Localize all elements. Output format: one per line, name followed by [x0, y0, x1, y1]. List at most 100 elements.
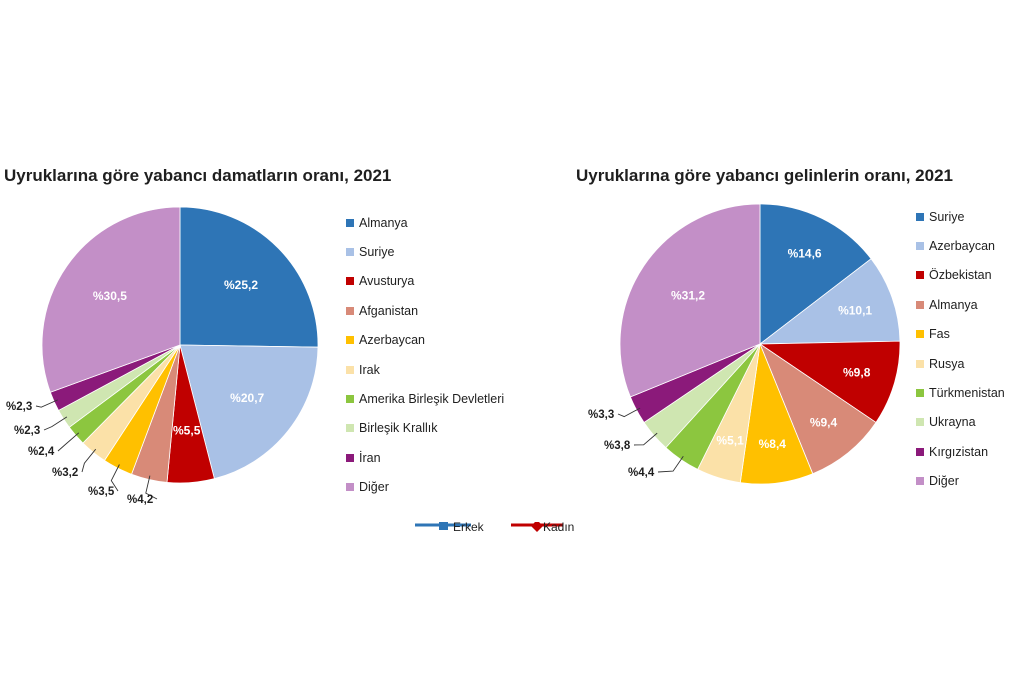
legend-label: Birleşik Krallık	[359, 421, 438, 436]
legend-item-turkmenistan: Türkmenistan	[916, 378, 1005, 407]
legend-label: Fas	[929, 327, 950, 342]
legend-label: İran	[359, 450, 381, 465]
legend-label: Azerbaycan	[359, 333, 426, 348]
pie-slice-almanya	[179, 206, 319, 348]
data-label-turkmenistan: %4,4	[628, 467, 655, 479]
data-label-avusturya: %5,5	[173, 423, 201, 437]
series-label-kadin: Kadın	[543, 522, 574, 534]
data-label-suriye: %14,6	[788, 247, 822, 261]
data-label-azerbaycan: %3,5	[88, 486, 115, 498]
leader-line-birlesik-krallik	[43, 416, 68, 431]
data-label-i-ran: %2,3	[6, 401, 32, 413]
legend-item-avusturya: Avusturya	[346, 267, 504, 296]
legend-swatch	[916, 447, 924, 456]
series-label-erkek: Erkek	[453, 522, 485, 534]
pie-chart-brides: %14,6 %10,1 %9,8 %9,4 %8,4 %5,1 %4,4 %3,8 %3,3 %3…	[588, 203, 901, 485]
leader-line-ukrayna	[633, 432, 658, 446]
legend-item-ozbekistan: Özbekistan	[916, 261, 1005, 290]
data-label-suriye: %20,7	[230, 391, 264, 405]
leader-line-amerika-birlesik-devletleri	[57, 432, 80, 452]
legend-item-fas: Fas	[916, 320, 1005, 349]
data-label-birlesik-krallik: %2,3	[14, 425, 40, 437]
legend-swatch	[346, 453, 354, 462]
legend-swatch	[346, 218, 354, 227]
pie-slice-suriye	[759, 203, 872, 345]
legend-swatch	[346, 336, 354, 345]
legend-item-suriye: Suriye	[346, 237, 504, 266]
legend-swatch	[346, 395, 354, 404]
data-label-azerbaycan: %10,1	[838, 304, 872, 318]
legend-item-afganistan: Afganistan	[346, 296, 504, 325]
legend-item-diger: Diğer	[346, 473, 504, 502]
legend-swatch	[916, 477, 924, 486]
legend-item-almanya: Almanya	[346, 208, 504, 237]
legend-label: Suriye	[359, 245, 395, 260]
legend-label: Afganistan	[359, 303, 419, 318]
legend-item-azerbaycan: Azerbaycan	[916, 231, 1005, 260]
legend-label: Irak	[359, 362, 380, 377]
legend-label: Kırgızistan	[929, 444, 989, 459]
data-label-fas: %8,4	[759, 437, 787, 451]
legend-label: Amerika Birleşik Devletleri	[359, 392, 505, 407]
legend-swatch	[916, 359, 924, 368]
data-label-almanya: %9,4	[810, 415, 838, 429]
legend-label: Almanya	[359, 215, 408, 230]
legend-item-i-ran: İran	[346, 443, 504, 472]
legend-swatch	[346, 365, 354, 374]
legend-swatch	[916, 330, 924, 339]
data-label-ozbekistan: %9,8	[843, 366, 871, 380]
legend-item-kirgizistan: Kırgızistan	[916, 437, 1005, 466]
legend-brides: Suriye Azerbaycan Özbekistan Almanya Fas Rusy…	[916, 202, 1005, 496]
legend-item-ukrayna: Ukrayna	[916, 408, 1005, 437]
female-chart-panel: Uyruklarına göre yabancı gelinlerin oran…	[560, 0, 1024, 682]
data-label-rusya: %5,1	[716, 433, 744, 447]
legend-item-azerbaycan: Azerbaycan	[346, 326, 504, 355]
data-label-kirgizistan: %3,3	[588, 409, 614, 421]
legend-grooms: Almanya Suriye Avusturya Afganistan Azerbayc…	[346, 208, 504, 502]
data-label-diger: %31,2	[671, 289, 705, 303]
chart-title: Uyruklarına göre yabancı damatların oran…	[4, 166, 392, 185]
legend-swatch	[916, 242, 924, 251]
legend-item-diger: Diğer	[916, 467, 1005, 496]
leader-line-irak	[81, 448, 97, 473]
legend-item-suriye: Suriye	[916, 202, 1005, 231]
leader-line-i-ran	[35, 399, 58, 408]
data-label-irak: %3,2	[52, 467, 78, 479]
data-label-ukrayna: %3,8	[604, 440, 631, 452]
pie-slice-azerbaycan	[758, 258, 901, 345]
legend-item-birlesik-krallik: Birleşik Krallık	[346, 414, 504, 443]
legend-swatch	[346, 424, 354, 433]
legend-swatch	[346, 306, 354, 315]
pie-slice-ozbekistan	[758, 340, 901, 423]
legend-swatch	[916, 300, 924, 309]
legend-label: Özbekistan	[929, 268, 992, 283]
pie-slice-diger	[41, 206, 181, 393]
leader-line-turkmenistan	[657, 456, 684, 473]
leader-line-azerbaycan	[110, 464, 120, 492]
legend-label: Almanya	[929, 297, 978, 312]
legend-swatch	[916, 389, 924, 398]
leader-line-afganistan	[145, 475, 158, 500]
pie-slice-almanya	[759, 342, 877, 475]
legend-label: Azerbaycan	[929, 239, 996, 254]
legend-label: Suriye	[929, 209, 965, 224]
leader-line-kirgizistan	[617, 407, 641, 418]
legend-label: Diğer	[929, 474, 959, 489]
legend-swatch	[916, 271, 924, 280]
legend-item-irak: Irak	[346, 355, 504, 384]
legend-swatch	[346, 277, 354, 286]
cropped-legend-fragment: Erkek Kadın	[415, 522, 574, 534]
legend-item-almanya: Almanya	[916, 290, 1005, 319]
legend-swatch	[916, 212, 924, 221]
legend-label: Ukrayna	[929, 415, 976, 430]
legend-label: Rusya	[929, 356, 965, 371]
legend-label: Türkmenistan	[929, 386, 1005, 401]
pie-slice-suriye	[179, 344, 319, 480]
pie-chart-grooms: %25,2 %20,7 %5,5 %4,2 %3,5 %3,2 %2,4 %2,3 %2,3 %3…	[6, 206, 319, 506]
data-label-diger: %30,5	[93, 289, 127, 303]
data-label-almanya: %25,2	[224, 278, 258, 292]
legend-swatch	[346, 248, 354, 257]
chart-title: Uyruklarına göre yabancı gelinlerin oran…	[576, 166, 953, 185]
legend-item-amerika-birlesik-devletleri: Amerika Birleşik Devletleri	[346, 384, 504, 413]
data-label-afganistan: %4,2	[127, 494, 153, 506]
